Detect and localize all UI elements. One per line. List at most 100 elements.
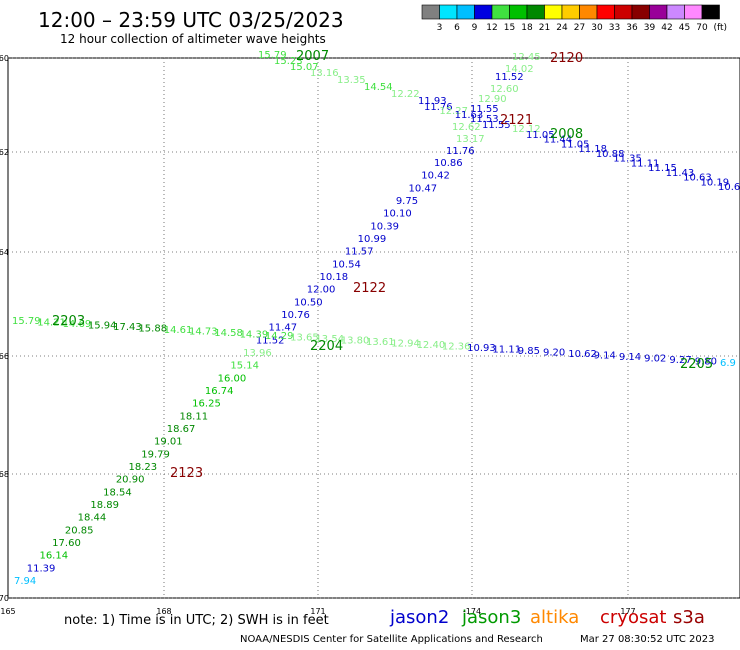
wave-height-value: 16.00 bbox=[218, 373, 247, 384]
wave-height-value: 13.61 bbox=[366, 337, 395, 348]
wave-height-value: 13.17 bbox=[456, 134, 485, 145]
wave-height-tracks: 15.7915.2315.0713.1613.3514.5412.2211.93… bbox=[12, 49, 740, 587]
wave-height-value: 13.35 bbox=[337, 75, 366, 86]
wave-height-value: 15.23 bbox=[274, 56, 303, 67]
wave-height-value: 11.35 bbox=[613, 154, 642, 165]
wave-height-value: 11.52 bbox=[495, 72, 524, 83]
color-scale-tick: 33 bbox=[609, 23, 620, 33]
wave-height-value: 12.45 bbox=[512, 52, 541, 63]
wave-height-value: 18.54 bbox=[103, 487, 132, 498]
pass-time-label: 2203 bbox=[52, 314, 85, 329]
wave-height-value: 10.67 bbox=[718, 182, 740, 193]
lon-tick-label: 177 bbox=[620, 607, 635, 616]
wave-height-value: 9.85 bbox=[518, 346, 540, 357]
lon-tick-label: 168 bbox=[156, 607, 171, 616]
wave-height-value: 14.54 bbox=[364, 82, 393, 93]
color-scale-swatch bbox=[684, 4, 703, 20]
color-scale-tick: 36 bbox=[626, 23, 638, 33]
pass-time-label: 2007 bbox=[296, 49, 329, 64]
wave-height-value: 11.76 bbox=[424, 102, 453, 113]
wave-height-value: 10.99 bbox=[358, 234, 387, 245]
plot-frame bbox=[7, 57, 740, 599]
wave-height-value: 12.62 bbox=[452, 122, 481, 133]
wave-height-value: 12.90 bbox=[478, 94, 507, 105]
color-scale-swatch bbox=[544, 4, 563, 20]
wave-height-value: 14.02 bbox=[505, 64, 534, 75]
wave-height-value: 10.88 bbox=[596, 149, 625, 160]
color-scale-tick: 24 bbox=[556, 23, 568, 33]
wave-height-value: 15.88 bbox=[138, 324, 167, 335]
wave-height-value: 11.43 bbox=[666, 168, 695, 179]
wave-height-value: 6.9 bbox=[720, 358, 736, 369]
satellite-jason3-label: jason3 bbox=[462, 607, 522, 628]
wave-height-value: 14.58 bbox=[214, 328, 243, 339]
color-scale-swatch bbox=[701, 4, 720, 20]
wave-height-value: 11.52 bbox=[256, 335, 285, 346]
color-scale-unit: (ft) bbox=[714, 23, 728, 33]
wave-height-value: 11.44 bbox=[543, 135, 572, 146]
color-scale-tick: 30 bbox=[591, 23, 603, 33]
color-scale-tick: 39 bbox=[644, 23, 656, 33]
color-scale-tick: 15 bbox=[504, 23, 515, 33]
lon-tick-label: 171 bbox=[310, 607, 325, 616]
wave-height-value: 12.94 bbox=[391, 339, 420, 350]
wave-height-value: 20.85 bbox=[65, 525, 94, 536]
color-scale-tick: 42 bbox=[661, 23, 672, 33]
wave-height-value: 12.12 bbox=[512, 124, 541, 135]
pass-time-label: 2008 bbox=[550, 127, 583, 142]
pass-time-label: 2122 bbox=[353, 281, 386, 296]
color-scale-swatch bbox=[666, 4, 685, 20]
pass-time-label: 2123 bbox=[170, 466, 203, 481]
color-scale-swatch bbox=[456, 4, 475, 20]
wave-height-value: 10.76 bbox=[281, 310, 310, 321]
color-scale-swatch bbox=[509, 4, 528, 20]
color-scale-tick: 6 bbox=[454, 23, 460, 33]
color-scale-swatch bbox=[631, 4, 650, 20]
color-scale-tick: 3 bbox=[437, 23, 443, 33]
satellite-altika-label: altika bbox=[530, 607, 580, 628]
satellite-cryosat-label: cryosat bbox=[600, 607, 667, 628]
color-scale-swatch bbox=[579, 4, 598, 20]
lon-tick-label: -174 bbox=[463, 607, 481, 616]
wave-height-value: 11.47 bbox=[269, 323, 298, 334]
wave-height-value: 11.15 bbox=[648, 163, 677, 174]
satellite-jason2-label: jason2 bbox=[390, 607, 450, 628]
wave-height-value: 9.20 bbox=[543, 348, 565, 359]
lat-tick-label: -60 bbox=[0, 54, 9, 63]
pass-time-label: 2205 bbox=[680, 357, 713, 372]
wave-height-value: 9.27 bbox=[669, 355, 691, 366]
wave-height-value: 14.21 bbox=[37, 318, 66, 329]
wave-height-value: 11.55 bbox=[482, 120, 511, 131]
wave-height-value: 7.94 bbox=[14, 576, 36, 587]
wave-height-value: 11.05 bbox=[526, 130, 555, 141]
wave-height-value: 14.73 bbox=[189, 327, 218, 338]
wave-height-value: 11.93 bbox=[418, 96, 447, 107]
color-scale-tick: 9 bbox=[472, 23, 478, 33]
wave-height-value: 15.07 bbox=[290, 62, 319, 73]
color-scale-swatch bbox=[439, 4, 458, 20]
wave-height-value: 9.75 bbox=[396, 196, 418, 207]
wave-height-value: 18.67 bbox=[167, 424, 196, 435]
wave-height-value: 15.79 bbox=[258, 50, 287, 61]
color-scale-tick: 21 bbox=[539, 23, 550, 33]
wave-height-value: 15.14 bbox=[230, 361, 259, 372]
lat-lon-grid: 165 168 171 -174 177 -60 -62 -64 -66 -68 -70 bbox=[0, 54, 740, 616]
page-subtitle: 12 hour collection of altimeter wave hei… bbox=[60, 32, 326, 46]
wave-height-value: 11.05 bbox=[561, 139, 590, 150]
wave-height-value: 15.79 bbox=[12, 316, 41, 327]
wave-height-value: 12.27 bbox=[439, 106, 468, 117]
color-scale-tick: 45 bbox=[679, 23, 690, 33]
wave-height-value: 9.02 bbox=[644, 354, 666, 365]
wave-height-value: 19.01 bbox=[154, 437, 183, 448]
wave-height-value: 14.39 bbox=[240, 330, 269, 341]
color-scale-swatch bbox=[526, 4, 545, 20]
wave-height-value: 10.54 bbox=[332, 259, 361, 270]
color-scale-swatch bbox=[596, 4, 615, 20]
color-scale-bar: 3 6 9 12 15 18 21 24 27 30 33 36 39 42 45 70 (ft) bbox=[421, 4, 728, 33]
color-scale-swatch bbox=[561, 4, 580, 20]
wave-height-value: 13.16 bbox=[310, 68, 339, 79]
color-scale-swatch bbox=[614, 4, 633, 20]
wave-height-value: 9.80 bbox=[695, 357, 717, 368]
wave-height-value: 13.96 bbox=[243, 348, 272, 359]
